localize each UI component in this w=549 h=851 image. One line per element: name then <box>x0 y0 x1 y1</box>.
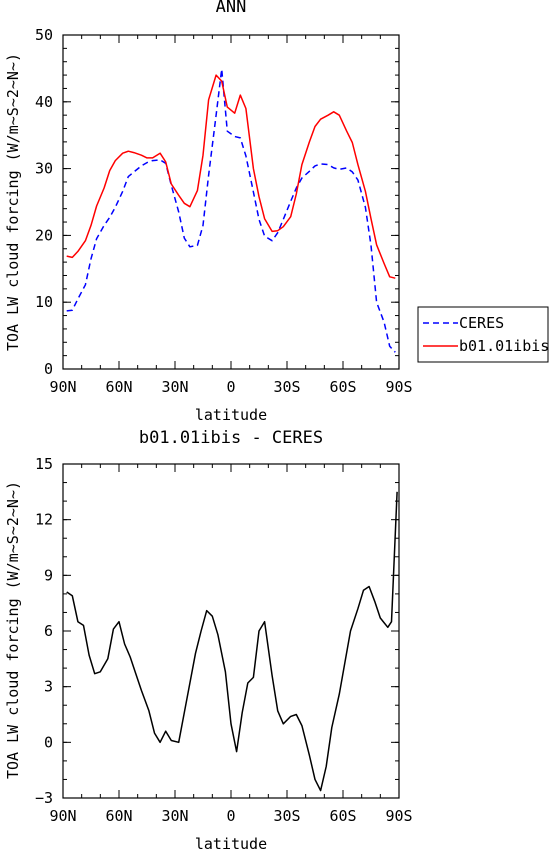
x-tick-label: 90S <box>385 378 412 396</box>
legend: CERES b01.01ibis <box>417 306 549 363</box>
y-tick-label: 0 <box>44 360 53 378</box>
y-tick-label: 15 <box>35 455 53 473</box>
y-tick-label: 0 <box>44 733 53 751</box>
chart-panel-annual: ANN TOA LW cloud forcing (W/m~S~2~N~) la… <box>4 0 413 424</box>
chart-panel-difference: b01.01ibis - CERES TOA LW cloud forcing … <box>4 428 413 851</box>
plot-frame <box>62 34 400 370</box>
y-tick-label: 50 <box>35 26 53 44</box>
y-tick-label: 12 <box>35 511 53 529</box>
series-line-difference <box>66 491 398 792</box>
series-line-b01-01ibis <box>66 74 396 279</box>
x-tick-label: 90N <box>49 378 76 396</box>
y-axis-title: TOA LW cloud forcing (W/m~S~2~N~) <box>4 481 22 779</box>
x-tick-label: 0 <box>226 807 235 825</box>
chart-title: b01.01ibis - CERES <box>139 428 323 448</box>
x-axis-title: latitude <box>195 835 267 851</box>
x-tick-label: 30S <box>273 378 300 396</box>
legend-label-ceres: CERES <box>459 314 504 332</box>
y-tick-label: −3 <box>35 789 53 807</box>
y-tick-label: 9 <box>44 566 53 584</box>
axis-ticks: 90N 60N 30N 0 30S 60S 90S −3 0 3 6 9 12 15 <box>35 455 413 825</box>
x-axis-title: latitude <box>195 406 267 424</box>
y-tick-label: 10 <box>35 293 53 311</box>
x-tick-label: 60S <box>329 378 356 396</box>
y-tick-label: 40 <box>35 93 53 111</box>
y-tick-label: 20 <box>35 226 53 244</box>
x-tick-label: 60N <box>105 807 132 825</box>
legend-label-model: b01.01ibis <box>459 337 549 355</box>
axis-ticks: 90N 60N 30N 0 30S 60S 90S 0 10 20 30 40 50 <box>35 26 413 396</box>
x-tick-label: 60N <box>105 378 132 396</box>
x-tick-label: 30N <box>161 807 188 825</box>
x-tick-label: 0 <box>226 378 235 396</box>
series-group <box>66 68 396 353</box>
series-line-ceres <box>66 68 396 353</box>
x-tick-label: 90S <box>385 807 412 825</box>
y-axis-title: TOA LW cloud forcing (W/m~S~2~N~) <box>4 53 22 351</box>
y-tick-label: 30 <box>35 160 53 178</box>
series-group <box>66 491 398 792</box>
x-tick-label: 60S <box>329 807 356 825</box>
y-tick-label: 6 <box>44 622 53 640</box>
chart-title: ANN <box>216 0 247 17</box>
y-tick-label: 3 <box>44 678 53 696</box>
legend-box <box>417 306 549 363</box>
x-tick-label: 90N <box>49 807 76 825</box>
x-tick-label: 30S <box>273 807 300 825</box>
x-tick-label: 30N <box>161 378 188 396</box>
